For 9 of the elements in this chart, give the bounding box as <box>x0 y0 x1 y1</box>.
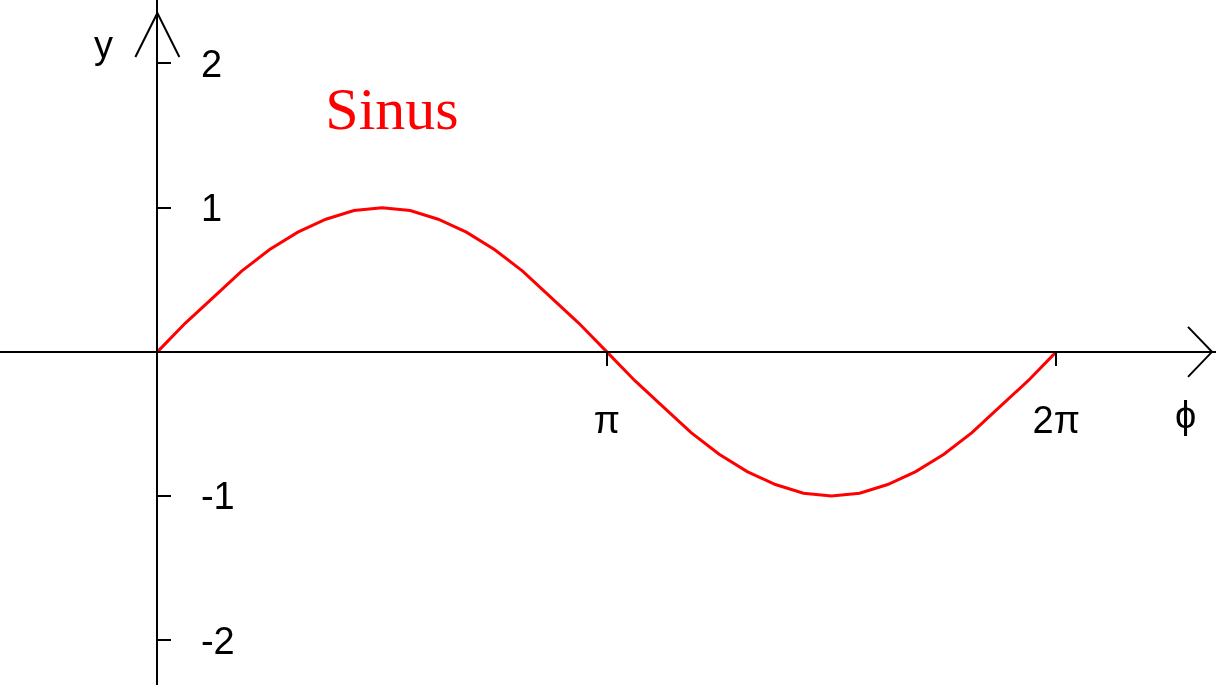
y-tick-label: 2 <box>200 42 223 85</box>
y-tick-label: -2 <box>200 619 235 662</box>
text: Sinus <box>325 76 459 142</box>
y-tick-label: -1 <box>200 475 235 518</box>
y-axis-title: y <box>94 24 113 66</box>
x-axis-title: ϕ <box>1175 394 1197 436</box>
y-tick-label: 1 <box>200 186 223 229</box>
x-tick-label: π <box>593 399 620 442</box>
x-tick-label: 2π <box>1032 399 1080 442</box>
